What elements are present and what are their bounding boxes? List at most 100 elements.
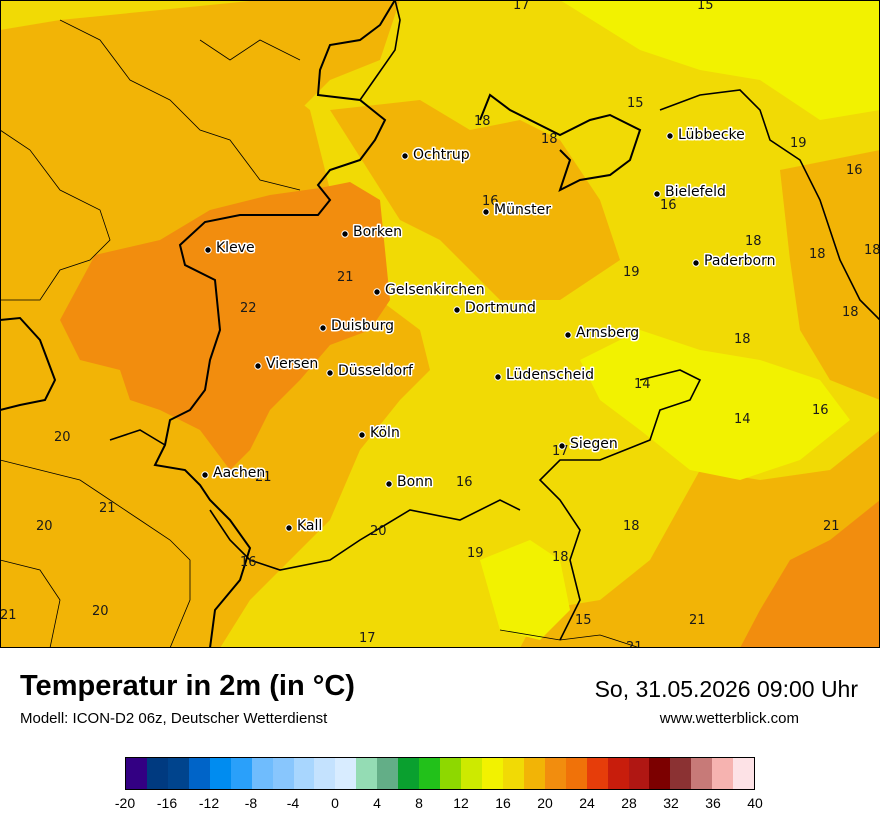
legend-ticks: -20 -16 -12 -8 -4 0 4 8 12 16 20 24 28 32 36 40 (115, 795, 763, 815)
city-label: Düsseldorf (338, 363, 414, 379)
legend-tick-label: 32 (663, 795, 679, 811)
temp-label: 16 (240, 555, 257, 570)
state-border-hesse (538, 369, 702, 641)
city-label: Paderborn (704, 253, 775, 269)
borders (0, 0, 880, 648)
legend-swatch (691, 758, 713, 789)
temp-label: 17 (513, 0, 530, 13)
city-label: Siegen (570, 436, 618, 452)
temp-label: 17 (359, 631, 376, 646)
temp-label: 18 (842, 305, 859, 320)
temp-label: 14 (634, 377, 651, 392)
temp-label: 20 (370, 524, 387, 539)
legend-swatch (251, 758, 273, 789)
state-border-nrw (359, 0, 401, 101)
legend-tick-label: 12 (453, 795, 469, 811)
map-title: Temperatur in 2m (in °C) (20, 670, 355, 702)
temperature-map: 17 15 15 18 18 19 16 16 16 18 18 18 21 1… (0, 0, 880, 648)
temp-label: 14 (734, 412, 751, 427)
temp-label: 21 (626, 640, 643, 648)
city-ochtrup: Ochtrup (401, 146, 471, 165)
legend-swatch (398, 758, 420, 789)
city-gelsenkirchen: Gelsenkirchen (373, 281, 486, 300)
temperature-zone-northeast-cool (560, 0, 880, 120)
temp-label: 15 (575, 613, 592, 628)
legend-swatch (440, 758, 461, 789)
state-border-east (479, 93, 642, 192)
country-border-netherlands-belgium (0, 316, 57, 411)
city-label: Münster (494, 202, 551, 218)
region-border (59, 19, 301, 191)
legend-swatch (565, 758, 587, 789)
temperature-zone-hot-core (60, 182, 390, 470)
temp-label: 18 (623, 519, 640, 534)
legend-swatch (188, 758, 210, 789)
legend-swatch (377, 758, 399, 789)
temperature-zone-east (780, 150, 880, 400)
city-label: Viersen (266, 356, 318, 372)
temp-label: 21 (99, 501, 116, 516)
city-bielefeld: Bielefeld (653, 183, 727, 202)
temp-label: 18 (864, 243, 880, 258)
city-label: Bonn (397, 474, 433, 490)
temp-label: 22 (240, 301, 257, 316)
legend-swatch (335, 758, 357, 789)
legend-swatch (502, 758, 524, 789)
temp-label: 20 (92, 604, 109, 619)
region-border (0, 459, 191, 648)
legend-swatch (419, 758, 441, 789)
legend-tick-label: 8 (415, 795, 423, 811)
city-duesseldorf: Düsseldorf (326, 362, 415, 381)
region-border (0, 129, 111, 301)
legend-swatch (209, 758, 231, 789)
city-paderborn: Paderborn (692, 252, 777, 271)
forecast-datetime: So, 31.05.2026 09:00 Uhr (594, 676, 858, 702)
city-label: Ochtrup (413, 147, 470, 163)
color-legend (125, 757, 755, 790)
legend-swatch (586, 758, 608, 789)
city-markers: Ochtrup Lübbecke Bielefeld Münster Borke… (201, 126, 777, 536)
legend-swatch (293, 758, 315, 789)
city-label: Köln (370, 425, 400, 441)
city-label: Kall (297, 518, 322, 534)
temp-label: 15 (697, 0, 714, 13)
temp-label: 21 (337, 270, 354, 285)
city-dortmund: Dortmund (453, 299, 537, 318)
legend-tick-label: -8 (244, 795, 258, 811)
city-aachen: Aachen (201, 464, 267, 483)
temperature-zone-sauerland-cool (580, 330, 850, 480)
legend-swatch (126, 758, 147, 789)
city-kall: Kall (285, 517, 324, 536)
city-label: Duisburg (331, 318, 394, 334)
city-label: Borken (353, 224, 402, 240)
city-koeln: Köln (358, 424, 401, 443)
city-duisburg: Duisburg (319, 317, 396, 336)
city-label: Aachen (213, 465, 265, 481)
city-label: Dortmund (465, 300, 536, 316)
legend-swatch (356, 758, 378, 789)
legend-tick-label: 4 (373, 795, 381, 811)
city-bonn: Bonn (385, 473, 434, 492)
legend-tick-label: 24 (579, 795, 595, 811)
legend-tick-label: -12 (198, 795, 220, 811)
legend-tick-label: -4 (286, 795, 300, 811)
city-siegen: Siegen (558, 435, 619, 454)
legend-swatch (649, 758, 671, 789)
temp-label: 20 (54, 430, 71, 445)
legend-swatch (146, 758, 168, 789)
temp-label: 18 (809, 247, 826, 262)
website-link[interactable]: www.wetterblick.com (659, 710, 799, 727)
temperature-zone-eifel-cool (480, 540, 570, 640)
country-border-belgium (109, 429, 166, 446)
city-viersen: Viersen (254, 355, 320, 374)
legend-tick-label: 36 (705, 795, 721, 811)
legend-swatch (461, 758, 482, 789)
state-border-northeast (659, 89, 880, 321)
city-label: Gelsenkirchen (385, 282, 485, 298)
legend-swatch (712, 758, 734, 789)
legend-tick-label: 20 (537, 795, 553, 811)
model-subtitle: Modell: ICON-D2 06z, Deutscher Wetterdie… (20, 710, 328, 727)
city-label: Lüdenscheid (506, 367, 594, 383)
legend-swatch (670, 758, 692, 789)
temp-label: 19 (467, 546, 484, 561)
